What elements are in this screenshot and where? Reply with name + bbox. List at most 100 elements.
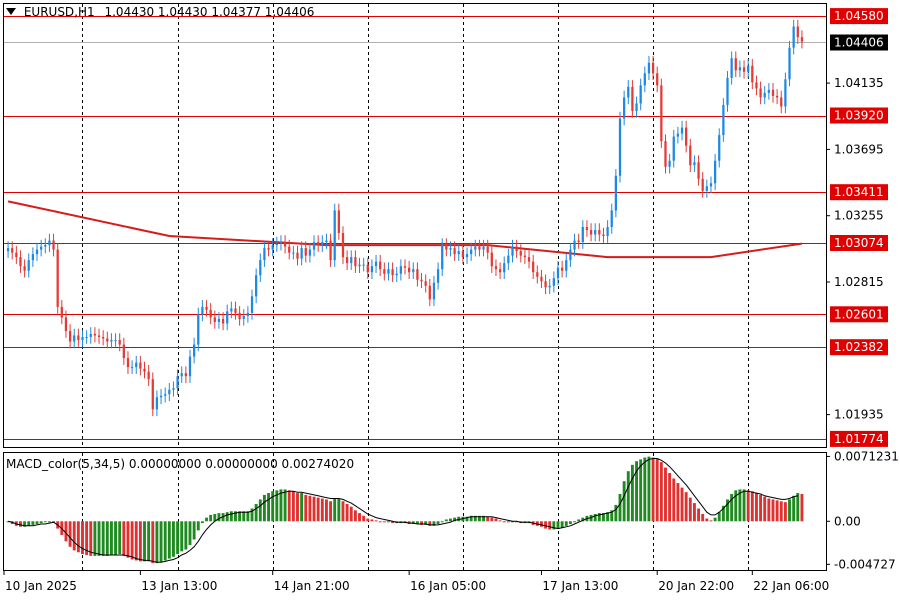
histogram-bar: [759, 494, 763, 522]
histogram-bar: [577, 519, 581, 522]
candle-body: [139, 362, 142, 369]
indicator-axis[interactable]: 0.0071231 0.00 -0.004727: [826, 449, 899, 571]
histogram-bar: [262, 494, 266, 522]
time-axis[interactable]: 10 Jan 2025 13 Jan 13:00 14 Jan 21:00 16 Ja…: [3, 570, 829, 593]
histogram-bar: [726, 499, 729, 522]
histogram-bar: [27, 521, 31, 526]
histogram-bar: [676, 483, 680, 522]
histogram-bar: [506, 521, 510, 523]
histogram-bar: [767, 498, 771, 522]
histogram-bar: [39, 521, 43, 524]
candle-body: [308, 249, 312, 256]
level-label-4[interactable]: 1.02601: [834, 307, 884, 321]
candle-body: [283, 242, 287, 247]
histogram-bar: [200, 521, 204, 524]
horizontal-levels[interactable]: [4, 16, 826, 440]
price-tick-label-2: 1.03255: [834, 209, 884, 223]
histogram-bar: [701, 514, 705, 522]
candle-body: [713, 160, 717, 184]
candle-body: [44, 245, 47, 247]
candle-body: [536, 272, 539, 277]
candle-body: [279, 242, 283, 244]
histogram-bar: [172, 521, 175, 557]
histogram-bar: [267, 493, 270, 522]
level-label-box-6[interactable]: [830, 430, 888, 447]
ohlc-values: 1.04430 1.04430 1.04377 1.04406: [104, 5, 315, 19]
histogram-bar: [19, 521, 22, 527]
histogram-bar: [713, 517, 717, 522]
candle-body: [209, 309, 212, 318]
candle-body: [701, 178, 704, 191]
histogram-bar: [250, 508, 254, 522]
candle-body: [151, 379, 154, 410]
level-label-2[interactable]: 1.03411: [834, 185, 884, 199]
histogram-bar: [64, 521, 68, 542]
level-label-box-4[interactable]: [830, 306, 888, 323]
candle-body: [403, 266, 407, 268]
level-label-0[interactable]: 1.04580: [834, 9, 884, 23]
candle-body: [180, 373, 183, 377]
candle-body: [188, 356, 192, 377]
histogram-bar: [118, 521, 122, 555]
candle-body: [685, 127, 688, 146]
candle-body: [639, 85, 642, 104]
level-label-3[interactable]: 1.03074: [834, 236, 884, 250]
histogram-bar: [300, 493, 304, 522]
candle-body: [672, 136, 675, 161]
candle-body: [366, 264, 369, 273]
indicator-pane-frame: [3, 452, 827, 571]
level-label-box-5[interactable]: [830, 339, 888, 356]
histogram-bar: [444, 519, 448, 522]
candle-body: [424, 281, 427, 286]
price-axis[interactable]: 1.04135 1.03695 1.03255 1.02815 1.01935 1.045…: [826, 8, 888, 447]
level-label-box-2[interactable]: [830, 184, 888, 201]
histogram-bar: [651, 457, 655, 522]
level-label-box-3[interactable]: [830, 235, 888, 251]
histogram-bar: [420, 521, 423, 525]
histogram-bar: [275, 490, 279, 522]
candle-body: [164, 394, 167, 396]
candle-body: [19, 257, 22, 267]
candle-body: [213, 317, 216, 322]
indicator-tick-label-0: 0.0071231: [834, 449, 899, 463]
collapse-triangle-icon[interactable]: [6, 8, 16, 15]
level-label-5[interactable]: 1.02382: [834, 340, 884, 354]
candle-body: [106, 338, 109, 342]
candle-body: [759, 88, 762, 98]
histogram-bar: [358, 513, 361, 522]
histogram-bar: [688, 497, 692, 522]
candle-body: [11, 248, 14, 253]
time-label-3: 16 Jan 05:00: [410, 579, 486, 593]
histogram-bar: [568, 521, 572, 525]
candle-body: [81, 337, 84, 341]
candle-body: [800, 37, 804, 42]
candle-body: [656, 73, 659, 86]
indicator-tick-label-2: -0.004727: [834, 557, 896, 571]
candle-body: [602, 234, 605, 237]
candle-body: [89, 333, 92, 337]
level-label-1[interactable]: 1.03920: [834, 109, 884, 123]
candle-body: [159, 395, 163, 398]
time-label-4: 17 Jan 13:00: [542, 579, 618, 593]
level-label-box-1[interactable]: [830, 107, 888, 124]
candle-body: [52, 240, 55, 250]
histogram-bar: [622, 481, 626, 522]
level-label-6[interactable]: 1.01774: [834, 432, 884, 446]
histogram-bar: [800, 493, 804, 522]
macd-signal: [7, 458, 798, 563]
candle-body: [755, 82, 758, 89]
candle-body: [317, 242, 320, 246]
histogram-bar: [473, 515, 477, 522]
candle-body: [441, 245, 444, 270]
histogram-bar: [560, 521, 564, 528]
histogram-bar: [76, 521, 80, 553]
candle-body: [370, 266, 374, 273]
candle-body: [93, 333, 97, 336]
candle-body: [490, 252, 493, 267]
candle-body: [627, 86, 630, 98]
symbol-header[interactable]: EURUSD,H1 1.04430 1.04430 1.04377 1.0440…: [6, 5, 314, 19]
candle-body: [391, 269, 394, 276]
level-label-box-0[interactable]: [830, 8, 888, 25]
